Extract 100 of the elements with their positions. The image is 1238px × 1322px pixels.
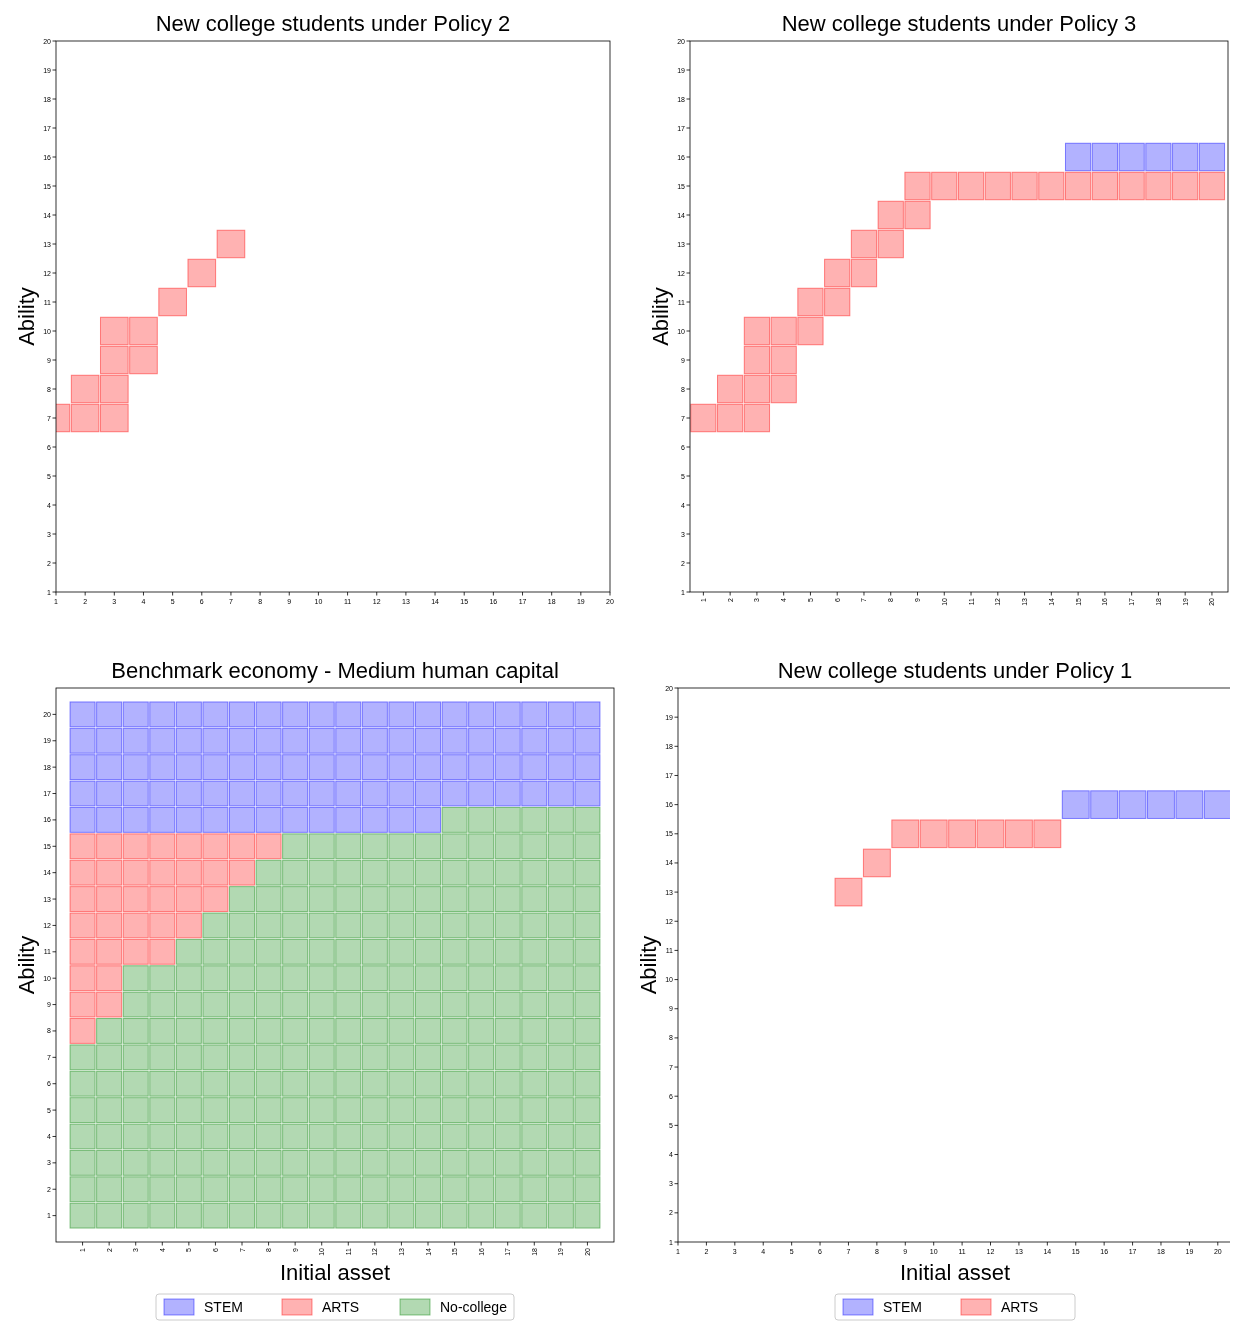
point xyxy=(96,991,123,1018)
point xyxy=(1175,790,1204,819)
point xyxy=(1172,142,1199,172)
point xyxy=(96,886,123,912)
point xyxy=(824,258,851,288)
point xyxy=(149,938,176,965)
point xyxy=(976,819,1005,849)
point xyxy=(931,171,958,201)
point xyxy=(96,859,123,886)
point xyxy=(149,912,176,939)
point xyxy=(1145,142,1172,172)
y-axis-title: Ability xyxy=(636,935,661,995)
point xyxy=(850,229,878,259)
legend-label: ARTS xyxy=(1001,1299,1039,1315)
point xyxy=(770,374,797,404)
point xyxy=(1118,171,1145,201)
point xyxy=(216,229,246,259)
chart-title: New college students under Policy 1 xyxy=(777,658,1133,683)
point xyxy=(1090,790,1119,819)
point xyxy=(1145,171,1172,201)
legend-label: STEM xyxy=(883,1299,922,1315)
point xyxy=(122,912,149,939)
point xyxy=(69,859,96,886)
point xyxy=(717,374,744,404)
point xyxy=(70,403,100,433)
point xyxy=(862,848,891,878)
point xyxy=(96,965,123,992)
point xyxy=(1091,171,1119,201)
point xyxy=(70,374,100,404)
x-axis-title: Initial asset xyxy=(899,1260,1011,1285)
point xyxy=(122,833,149,860)
point xyxy=(175,912,202,939)
point xyxy=(149,859,176,886)
point xyxy=(149,833,176,860)
point xyxy=(1004,819,1033,849)
point xyxy=(948,819,977,849)
point xyxy=(99,345,129,375)
point xyxy=(228,833,256,860)
point xyxy=(202,833,229,860)
point xyxy=(797,287,824,317)
legend-label: No-college xyxy=(440,1299,508,1315)
x-axis-title: Initial asset xyxy=(279,1260,391,1285)
point xyxy=(175,886,202,912)
point xyxy=(129,316,158,346)
point xyxy=(122,938,149,965)
point xyxy=(175,859,202,886)
point xyxy=(904,171,931,201)
y-axis-title: Ability xyxy=(648,287,673,346)
point xyxy=(1033,819,1062,849)
point xyxy=(1064,171,1092,201)
point xyxy=(1011,171,1038,201)
point xyxy=(187,258,217,288)
point xyxy=(877,229,904,259)
point xyxy=(919,819,948,849)
point xyxy=(255,833,282,860)
point xyxy=(175,833,202,860)
point xyxy=(1198,142,1226,172)
point xyxy=(99,403,129,433)
point xyxy=(149,886,176,912)
point xyxy=(904,200,931,230)
point xyxy=(122,859,149,886)
point xyxy=(1064,142,1092,172)
point xyxy=(770,316,797,346)
point xyxy=(743,345,771,375)
point xyxy=(1198,171,1226,201)
point xyxy=(69,991,96,1018)
point xyxy=(1118,142,1145,172)
chart-title: Benchmark economy - Medium human capital xyxy=(111,658,559,683)
point xyxy=(850,258,878,288)
point xyxy=(69,833,96,860)
point xyxy=(69,1018,96,1044)
point xyxy=(1118,790,1147,819)
point xyxy=(984,171,1011,201)
point xyxy=(1038,171,1065,201)
legend-label: STEM xyxy=(204,1299,243,1315)
point xyxy=(877,200,904,230)
point xyxy=(690,403,717,433)
point xyxy=(1147,790,1175,819)
point xyxy=(69,965,96,992)
point xyxy=(743,316,771,346)
point xyxy=(1172,171,1199,201)
point xyxy=(96,833,123,860)
point xyxy=(797,316,824,346)
point xyxy=(96,938,123,965)
chart-title: New college students under Policy 2 xyxy=(155,11,511,36)
point xyxy=(1203,790,1230,819)
point xyxy=(1091,142,1119,172)
point xyxy=(228,859,256,886)
y-axis-title: Ability xyxy=(14,287,39,346)
point xyxy=(202,859,229,886)
point xyxy=(158,287,187,317)
point xyxy=(743,403,771,433)
chart-title: New college students under Policy 3 xyxy=(781,11,1137,36)
point xyxy=(743,374,771,404)
point xyxy=(717,403,744,433)
point xyxy=(891,819,920,849)
point xyxy=(99,374,129,404)
point xyxy=(69,886,96,912)
point xyxy=(69,938,96,965)
point xyxy=(122,886,149,912)
